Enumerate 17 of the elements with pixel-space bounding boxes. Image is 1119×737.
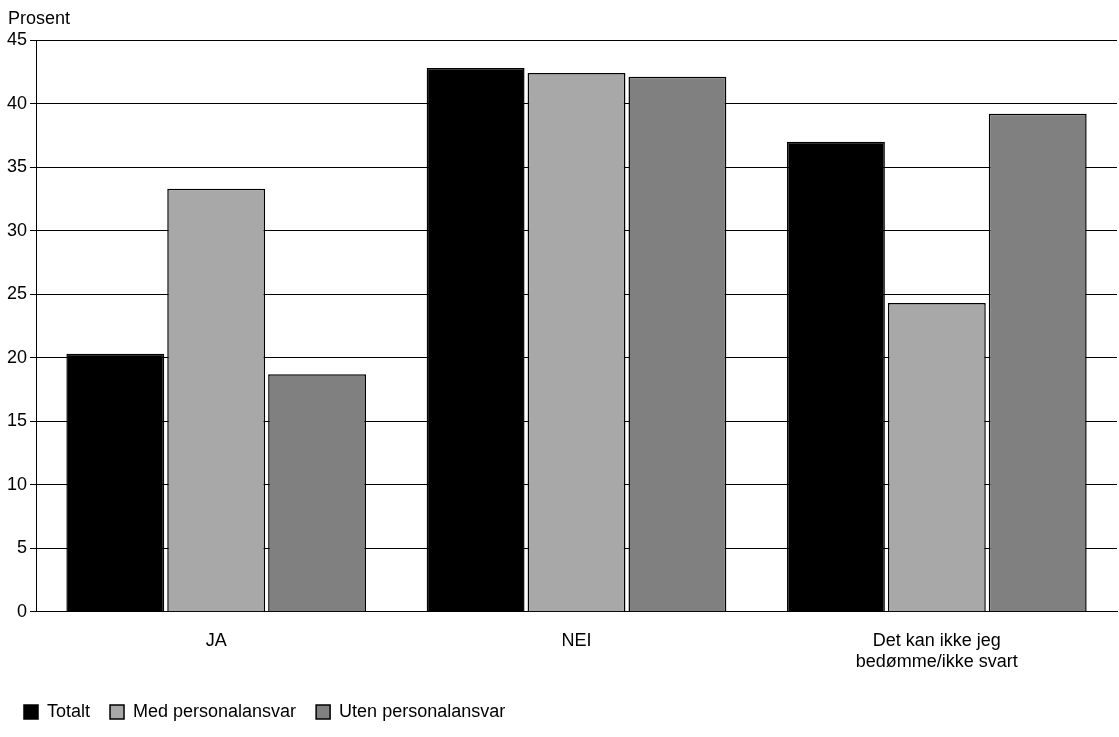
legend-label: Uten personalansvar (339, 700, 506, 721)
x-tick-label: NEI (561, 629, 592, 650)
y-tick-label: 40 (6, 92, 28, 113)
x-tick-label: JA (205, 629, 227, 650)
y-tick-label: 5 (17, 537, 28, 558)
y-tick-label: 35 (6, 156, 28, 177)
y-tick-label: 10 (6, 473, 28, 494)
legend-label: Totalt (47, 700, 91, 721)
y-tick-label: 30 (6, 219, 28, 240)
y-tick-label: 20 (6, 346, 28, 367)
x-tick-label: Det kan ikke jeg bedømme/ikke svart (855, 629, 1018, 672)
y-tick-label: 25 (6, 283, 28, 304)
y-axis-title: Prosent (8, 7, 71, 28)
y-tick-label: 15 (6, 410, 28, 431)
y-tick-label: 45 (6, 28, 28, 49)
y-tick-label: 0 (17, 600, 28, 621)
legend-label: Med personalansvar (133, 700, 297, 721)
